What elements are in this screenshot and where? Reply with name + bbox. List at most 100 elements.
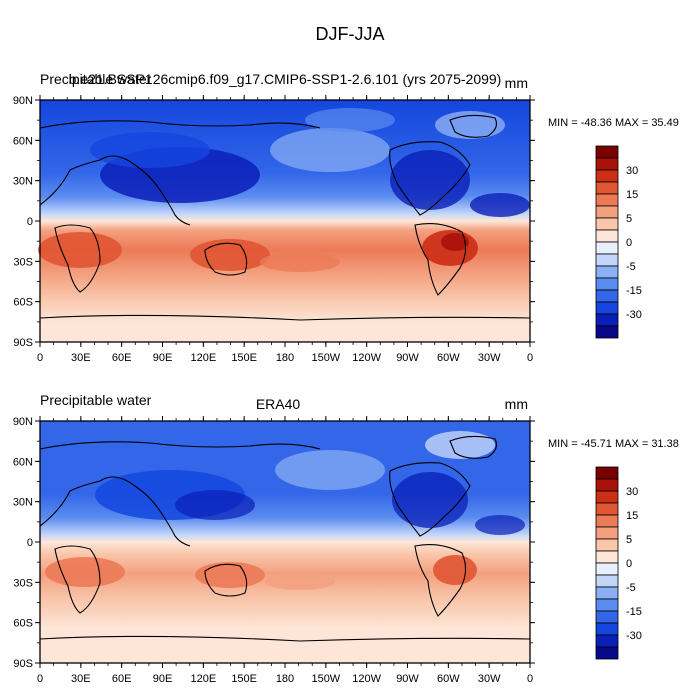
lat-label: 0 (27, 537, 33, 549)
lat-label: 90S (13, 658, 33, 670)
lat-label: 90N (13, 95, 33, 107)
lat-label: 60N (13, 456, 33, 468)
lon-label: 0 (37, 673, 43, 685)
lat-label: 30S (13, 577, 33, 589)
colorbar-label: 5 (626, 213, 632, 225)
panel-min-max: MIN = -45.71 MAX = 31.38 (548, 438, 679, 450)
lon-label: 120E (190, 352, 216, 364)
colorbar-swatch (595, 313, 619, 327)
panel-units: mm (505, 396, 528, 412)
latitude-ticks: 90N 60N 30N 0 30S 60S 90S (13, 416, 535, 670)
colorbar-swatch (595, 466, 619, 480)
map-field (38, 100, 530, 342)
colorbar-swatch (595, 289, 619, 303)
colorbar-swatch (595, 646, 619, 660)
map-field (40, 421, 530, 663)
lon-label: 0 (37, 352, 43, 364)
colorbar-swatch (595, 253, 619, 267)
coastlines (39, 114, 531, 321)
colorbar-swatch (595, 538, 619, 552)
colorbar-swatch (595, 634, 619, 648)
latitude-ticks: 90N 60N 30N 0 30S 60S 90S (13, 95, 535, 349)
colorbar: 30 15 5 0 -5 -15 -30 (595, 145, 642, 339)
colorbar-label: 0 (626, 558, 632, 570)
map-panel-2: Precipitable water ERA40 mm MIN = -45.71… (13, 392, 679, 685)
lon-label: 30W (478, 352, 501, 364)
figure-title: DJF-JJA (316, 24, 385, 44)
lon-label: 30E (71, 352, 91, 364)
colorbar-swatch (595, 229, 619, 243)
colorbar-swatch (595, 217, 619, 231)
lon-label: 30W (478, 673, 501, 685)
colorbar-label: -15 (626, 285, 642, 297)
lon-label: 0 (527, 673, 533, 685)
colorbar-swatch (595, 145, 619, 159)
lon-label: 60W (437, 352, 460, 364)
lat-label: 90N (13, 416, 33, 428)
colorbar-swatch (595, 562, 619, 576)
panel-left-title: Precipitable water (40, 71, 152, 87)
lat-label: 30S (13, 256, 33, 268)
colorbar-swatch (595, 550, 619, 564)
lon-label: 60E (112, 352, 132, 364)
colorbar-swatch (595, 181, 619, 195)
lon-label: 180 (276, 352, 294, 364)
lon-label: 120W (352, 673, 381, 685)
lat-label: 60S (13, 618, 33, 630)
colorbar-swatch (595, 157, 619, 171)
lon-label: 120W (352, 352, 381, 364)
colorbar-swatch (595, 526, 619, 540)
lat-label: 90S (13, 337, 33, 349)
colorbar-swatch (595, 514, 619, 528)
lat-label: 60N (13, 135, 33, 147)
lon-label: 150E (231, 673, 257, 685)
colorbar-swatch (595, 598, 619, 612)
colorbar-swatch (595, 574, 619, 588)
colorbar-swatch (595, 301, 619, 315)
lat-label: 30N (13, 176, 33, 188)
colorbar-label: -5 (626, 261, 636, 273)
colorbar-label: 15 (626, 189, 638, 201)
colorbar-swatch (595, 325, 619, 339)
colorbar-label: 30 (626, 486, 638, 498)
longitude-ticks: 0 30E 60E 90E 120E 150E 180 150W 120W 90W 60W 30W 0 (37, 95, 533, 364)
colorbar-swatch (595, 502, 619, 516)
panel-center-title: ERA40 (256, 396, 301, 412)
colorbar-swatch (595, 205, 619, 219)
colorbar-label: -15 (626, 606, 642, 618)
colorbar: 30 15 5 0 -5 -15 -30 (595, 466, 642, 660)
map-panel-1: Precipitable water b.e21.BSSP126cmip6.f0… (13, 71, 679, 364)
lon-label: 150W (311, 352, 340, 364)
panel-center-title: b.e21.BSSP126cmip6.f09_g17.CMIP6-SSP1-2.… (69, 71, 502, 87)
lon-label: 90W (396, 352, 419, 364)
lon-label: 120E (190, 673, 216, 685)
lon-label: 90W (396, 673, 419, 685)
colorbar-label: -30 (626, 630, 642, 642)
colorbar-swatch (595, 478, 619, 492)
colorbar-label: 5 (626, 534, 632, 546)
panel-min-max: MIN = -48.36 MAX = 35.49 (548, 117, 679, 129)
lon-label: 150E (231, 352, 257, 364)
colorbar-swatch (595, 490, 619, 504)
longitude-ticks: 0 30E 60E 90E 120E 150E 180 150W 120W 90W 60W 30W 0 (37, 416, 533, 685)
colorbar-swatch (595, 265, 619, 279)
lon-label: 30E (71, 673, 91, 685)
colorbar-swatch (595, 586, 619, 600)
panel-units: mm (505, 75, 528, 91)
lat-label: 0 (27, 216, 33, 228)
colorbar-label: 30 (626, 165, 638, 177)
colorbar-label: 15 (626, 510, 638, 522)
lon-label: 90E (153, 352, 173, 364)
colorbar-label: 0 (626, 237, 632, 249)
lat-label: 60S (13, 297, 33, 309)
panel-left-title: Precipitable water (40, 392, 152, 408)
lon-label: 90E (153, 673, 173, 685)
colorbar-label: -5 (626, 582, 636, 594)
colorbar-swatch (595, 169, 619, 183)
colorbar-swatch (595, 610, 619, 624)
lat-label: 30N (13, 497, 33, 509)
lon-label: 150W (311, 673, 340, 685)
colorbar-label: -30 (626, 309, 642, 321)
lon-label: 0 (527, 352, 533, 364)
